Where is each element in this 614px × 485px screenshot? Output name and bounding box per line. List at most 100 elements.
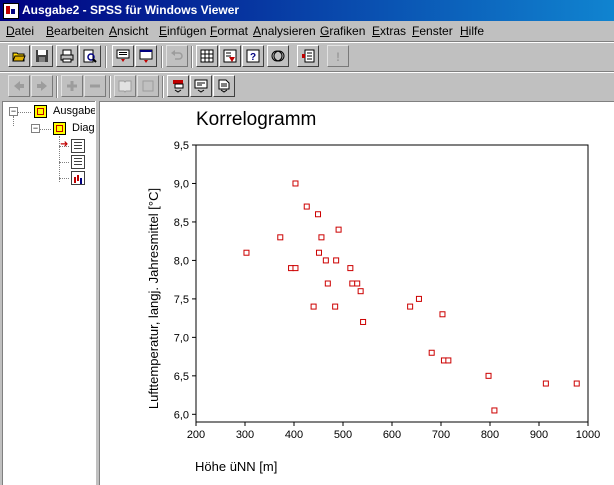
export-icon [116, 49, 130, 62]
expander-root[interactable]: − [9, 106, 18, 116]
promote-button[interactable] [8, 75, 30, 97]
designate-window-button[interactable] [297, 45, 319, 67]
toolbar-separator [161, 46, 163, 68]
y-axis-ticks: 6,0 6,5 7,0 7,5 8,0 8,5 9,0 9,5 [174, 140, 196, 421]
toolbar-separator [56, 76, 58, 98]
x-tick-label: 800 [481, 429, 499, 441]
recall-dialog-button[interactable] [135, 45, 157, 67]
expand-icon [67, 81, 77, 91]
notes-item-icon[interactable] [71, 155, 85, 169]
menu-hilfe[interactable]: Hilfe [460, 24, 485, 38]
x-tick-label: 1000 [576, 429, 600, 441]
data-point [324, 280, 331, 287]
outline-toolbar [0, 72, 614, 102]
open-icon [12, 52, 26, 62]
x-axis-label: Höhe üNN [m] [195, 459, 277, 474]
chart-title: Korrelogramm [196, 109, 317, 130]
insert-text-icon [218, 79, 230, 93]
data-point [542, 380, 549, 387]
export-button[interactable] [112, 45, 134, 67]
data-point [333, 257, 340, 264]
menu-fenster[interactable]: Fenster [412, 24, 453, 38]
hide-button[interactable] [137, 75, 159, 97]
data-point [243, 249, 250, 256]
x-tick-label: 500 [334, 429, 352, 441]
x-tick-label: 400 [285, 429, 303, 441]
expander-diagramm[interactable]: − [31, 123, 40, 133]
current-item-arrow-icon: ➜ [60, 139, 69, 150]
promote-icon [14, 81, 24, 91]
demote-button[interactable] [31, 75, 53, 97]
hide-icon [142, 80, 154, 92]
recall-dialog-icon [139, 49, 153, 63]
window-titlebar[interactable]: Ausgabe2 - SPSS für Windows Viewer [0, 0, 614, 21]
data-point [335, 226, 342, 233]
menu-analysieren[interactable]: Analysieren [253, 24, 316, 38]
data-point [415, 295, 422, 302]
collapse-icon [90, 84, 100, 88]
goto-data-icon [200, 49, 214, 63]
data-point [318, 234, 325, 241]
y-tick-label: 8,5 [174, 217, 189, 229]
tree-connector [59, 136, 60, 182]
insert-title-icon [194, 79, 208, 93]
tree-connector [39, 129, 51, 130]
log-item-icon[interactable] [71, 139, 85, 153]
plot-area [195, 144, 589, 423]
data-point [322, 257, 329, 264]
use-sets-icon [271, 50, 285, 62]
collapse-button[interactable] [84, 75, 106, 97]
goto-case-button[interactable] [219, 45, 241, 67]
scatter-points [243, 180, 580, 414]
menu-ansicht[interactable]: Ansicht [109, 24, 149, 38]
y-tick-label: 8,0 [174, 255, 189, 267]
menubar: Datei Bearbeiten Ansicht Einfügen Format… [0, 21, 614, 41]
goto-data-button[interactable] [196, 45, 218, 67]
print-button[interactable] [56, 45, 78, 67]
book-icon [53, 122, 66, 135]
menu-datei[interactable]: Datei [6, 24, 35, 38]
data-point [303, 203, 310, 210]
chart-item-icon[interactable] [71, 171, 85, 185]
menu-bearbeiten[interactable]: Bearbeiten [46, 24, 105, 38]
toolbar-separator [162, 76, 164, 98]
spss-app-icon[interactable] [3, 3, 19, 19]
tree-item-diagramm[interactable]: Diag [72, 122, 95, 134]
insert-title-button[interactable] [190, 75, 212, 97]
y-tick-label: 9,0 [174, 178, 189, 190]
scatter-chart: 6,0 6,5 7,0 7,5 8,0 8,5 9,0 9,5 200 300 400 500 600… [146, 140, 600, 474]
pane-splitter[interactable] [95, 101, 100, 485]
show-icon [118, 80, 132, 93]
goto-case-icon [223, 49, 237, 63]
data-point [573, 380, 580, 387]
tree-item-ausgabe[interactable]: Ausgabe [53, 105, 95, 117]
use-sets-button[interactable] [267, 45, 289, 67]
open-button[interactable] [8, 45, 30, 67]
data-point [315, 249, 322, 256]
insert-heading-icon [173, 80, 184, 93]
print-preview-button[interactable] [79, 45, 101, 67]
variables-button[interactable]: ? [242, 45, 264, 67]
insert-heading-button[interactable] [167, 75, 189, 97]
y-tick-label: 7,0 [174, 332, 189, 344]
toolbar-separator [109, 76, 111, 98]
data-point [347, 265, 354, 272]
save-button[interactable] [31, 45, 53, 67]
undo-icon [171, 50, 183, 60]
menu-grafiken[interactable]: Grafiken [320, 24, 366, 38]
expand-button[interactable] [61, 75, 83, 97]
help-button[interactable]: ! [327, 45, 349, 67]
y-tick-label: 6,5 [174, 371, 189, 383]
outline-pane[interactable]: − Ausgabe − Diag ➜ [2, 101, 95, 485]
insert-text-button[interactable] [213, 75, 235, 97]
x-tick-label: 900 [530, 429, 548, 441]
demote-icon [37, 81, 47, 91]
menu-einfuegen[interactable]: Einfügen [159, 24, 207, 38]
y-tick-label: 6,0 [174, 409, 189, 421]
undo-button[interactable] [166, 45, 188, 67]
menu-format[interactable]: Format [210, 24, 249, 38]
tree-connector [17, 112, 31, 113]
menu-extras[interactable]: Extras [372, 24, 407, 38]
save-icon [36, 50, 48, 62]
show-button[interactable] [114, 75, 136, 97]
